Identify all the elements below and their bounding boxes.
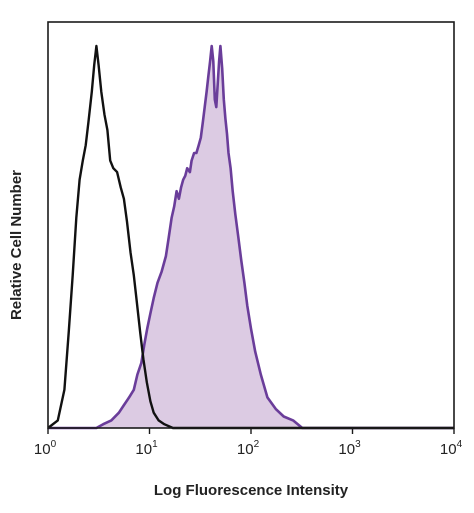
x-tick-exponent: 2 [254, 439, 260, 450]
x-tick-base: 10 [338, 441, 355, 458]
x-tick-label: 102 [237, 439, 260, 458]
x-axis: 100 101 102 103 104 [34, 428, 463, 458]
x-tick-label: 103 [338, 439, 361, 458]
x-tick-label: 104 [440, 439, 463, 458]
x-tick-base: 10 [440, 441, 457, 458]
x-tick-exponent: 3 [355, 439, 361, 450]
x-tick-exponent: 1 [152, 439, 158, 450]
stained-histogram-line [48, 44, 454, 430]
x-tick-label: 101 [135, 439, 158, 458]
x-tick-base: 10 [237, 441, 254, 458]
y-axis-label: Relative Cell Number [8, 170, 25, 320]
x-axis-label: Log Fluorescence Intensity [154, 482, 349, 499]
x-tick-exponent: 0 [51, 439, 57, 450]
x-tick-base: 10 [135, 441, 152, 458]
x-tick-base: 10 [34, 441, 51, 458]
x-tick-label: 100 [34, 439, 57, 458]
plot-area [47, 44, 454, 430]
x-tick-exponent: 4 [457, 439, 463, 450]
control-histogram-line [47, 44, 454, 430]
stained-histogram-fill [48, 46, 454, 428]
